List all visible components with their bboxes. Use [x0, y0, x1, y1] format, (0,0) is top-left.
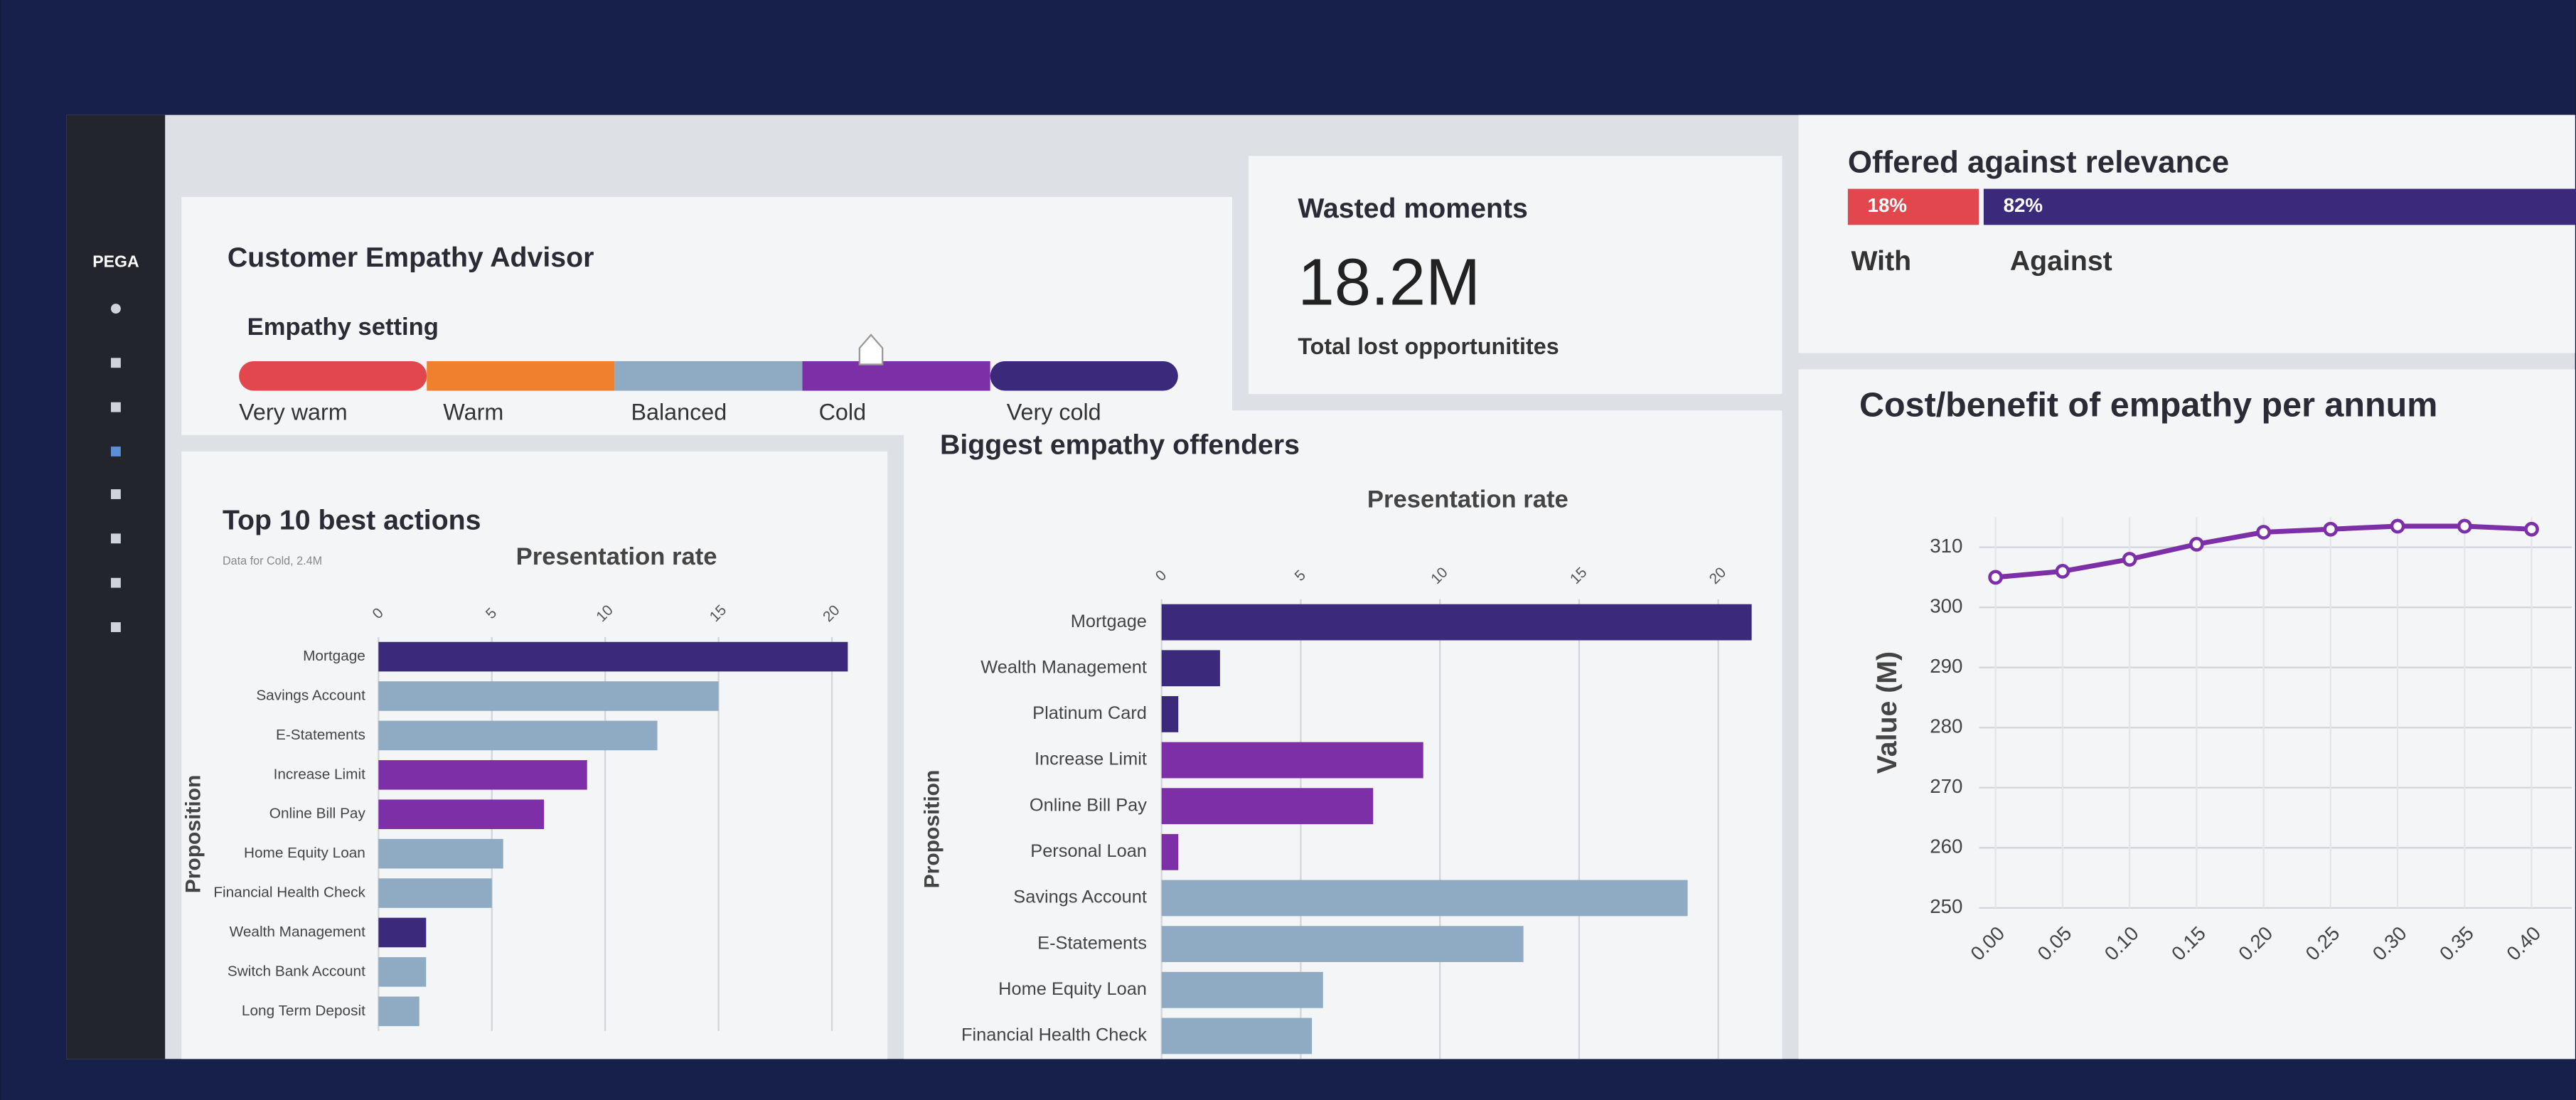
chart-subtitle: Data for Cold, 2.4M	[223, 555, 322, 567]
advisor-title: Customer Empathy Advisor	[228, 242, 594, 273]
y-tick-label: 280	[1930, 715, 1962, 737]
relevance-value-label: 82%	[2004, 194, 2043, 216]
wasted-value: 18.2M	[1298, 245, 1480, 319]
category-label: Platinum Card	[1032, 703, 1147, 723]
relevance-bar: 18% With 82% Against	[1847, 188, 2576, 277]
brand: PEGA	[92, 252, 139, 271]
slider-label: Very cold	[1007, 399, 1101, 424]
sidebar-icons	[110, 304, 121, 632]
bar	[378, 838, 503, 869]
wasted-caption: Total lost opportunitites	[1298, 333, 1559, 359]
line-point	[2524, 521, 2539, 537]
bar	[1161, 880, 1688, 917]
line-point	[2256, 525, 2272, 540]
y-tick-label: 290	[1930, 655, 1962, 677]
slider-segment[interactable]	[614, 361, 803, 391]
bar	[378, 996, 419, 1027]
y-tick-label: 260	[1930, 835, 1962, 858]
y-axis-label: Value (M)	[1871, 651, 1903, 774]
bar	[378, 681, 719, 711]
category-label: Online Bill Pay	[1030, 795, 1147, 815]
chart-title: Cost/benefit of empathy per annum	[1859, 385, 2437, 424]
line-point	[2188, 536, 2204, 552]
top-actions-panel	[181, 451, 888, 1059]
slider-thumb[interactable]	[858, 333, 884, 365]
bar	[1161, 788, 1374, 825]
x-axis-label: Presentation rate	[516, 543, 717, 570]
category-label: Savings Account	[1013, 887, 1147, 907]
y-tick-label: 300	[1930, 594, 1962, 616]
category-label: Wealth Management	[230, 924, 365, 940]
line-point	[2457, 518, 2472, 534]
slider-label: Very warm	[239, 399, 348, 424]
bar	[1161, 1018, 1313, 1054]
relevance-segment	[1983, 188, 2576, 225]
empathy-slider[interactable]: Very warm Warm Balanced Cold Very cold	[239, 333, 1178, 424]
category-label: Wealth Management	[980, 657, 1147, 677]
bar	[1161, 695, 1179, 732]
line-point	[2390, 518, 2405, 534]
y-tick-label: 310	[1930, 535, 1962, 557]
chart-title: Biggest empathy offenders	[940, 429, 1300, 460]
bar	[378, 917, 427, 948]
bar	[1161, 926, 1524, 963]
category-label: E-Statements	[276, 727, 365, 743]
category-label: E-Statements	[1037, 933, 1147, 953]
relevance-title: Offered against relevance	[1848, 144, 2229, 179]
bar	[378, 799, 545, 830]
category-label: Long Term Deposit	[242, 1003, 365, 1019]
bar	[378, 957, 427, 987]
y-tick-label: 270	[1930, 775, 1962, 797]
y-axis-label: Proposition	[182, 775, 205, 894]
category-label: Increase Limit	[1035, 749, 1147, 769]
line-point	[2323, 521, 2339, 537]
bar	[1161, 833, 1179, 870]
category-label: Switch Bank Account	[228, 963, 365, 979]
bar	[378, 641, 848, 672]
bar	[1161, 604, 1752, 641]
category-label: Home Equity Loan	[244, 845, 365, 861]
advisor-panel	[181, 197, 1232, 435]
bar	[378, 878, 492, 908]
line-point	[2122, 552, 2137, 567]
category-label: Online Bill Pay	[269, 806, 366, 822]
slider-segment[interactable]	[990, 361, 1178, 391]
relevance-value-label: 18%	[1868, 194, 1907, 216]
relevance-name: With	[1851, 245, 1911, 277]
category-label: Home Equity Loan	[998, 979, 1147, 999]
slider-label: Balanced	[631, 399, 727, 424]
category-label: Savings Account	[256, 687, 365, 703]
slider-segment[interactable]	[239, 361, 427, 391]
y-tick-label: 250	[1930, 895, 1962, 917]
slider-segment[interactable]	[427, 361, 615, 391]
wasted-title: Wasted moments	[1298, 193, 1528, 224]
bar	[378, 760, 587, 790]
y-axis-label: Proposition	[921, 770, 944, 889]
bar	[1161, 971, 1323, 1008]
category-label: Mortgage	[303, 648, 365, 664]
slider-label: Cold	[819, 399, 866, 424]
x-axis-label: Presentation rate	[1367, 486, 1568, 513]
slider-label: Warm	[443, 399, 503, 424]
category-label: Increase Limit	[274, 766, 365, 782]
bar	[1161, 742, 1423, 779]
category-label: Financial Health Check	[213, 885, 365, 901]
wasted-panel	[1249, 156, 1783, 395]
slider-segment[interactable]	[802, 361, 990, 391]
line-point	[1988, 570, 2004, 585]
bar	[1161, 650, 1220, 687]
line-point	[2055, 564, 2070, 579]
relevance-panel	[1798, 114, 2575, 353]
category-label: Financial Health Check	[961, 1025, 1147, 1045]
cost-panel	[1798, 369, 2575, 1059]
relevance-name: Against	[2010, 245, 2112, 277]
chart-title: Top 10 best actions	[223, 505, 481, 536]
category-label: Mortgage	[1071, 612, 1147, 631]
relevance-segment	[1847, 188, 1979, 225]
category-label: Personal Loan	[1030, 841, 1147, 861]
setting-label: Empathy setting	[247, 314, 439, 341]
bar	[378, 720, 658, 751]
